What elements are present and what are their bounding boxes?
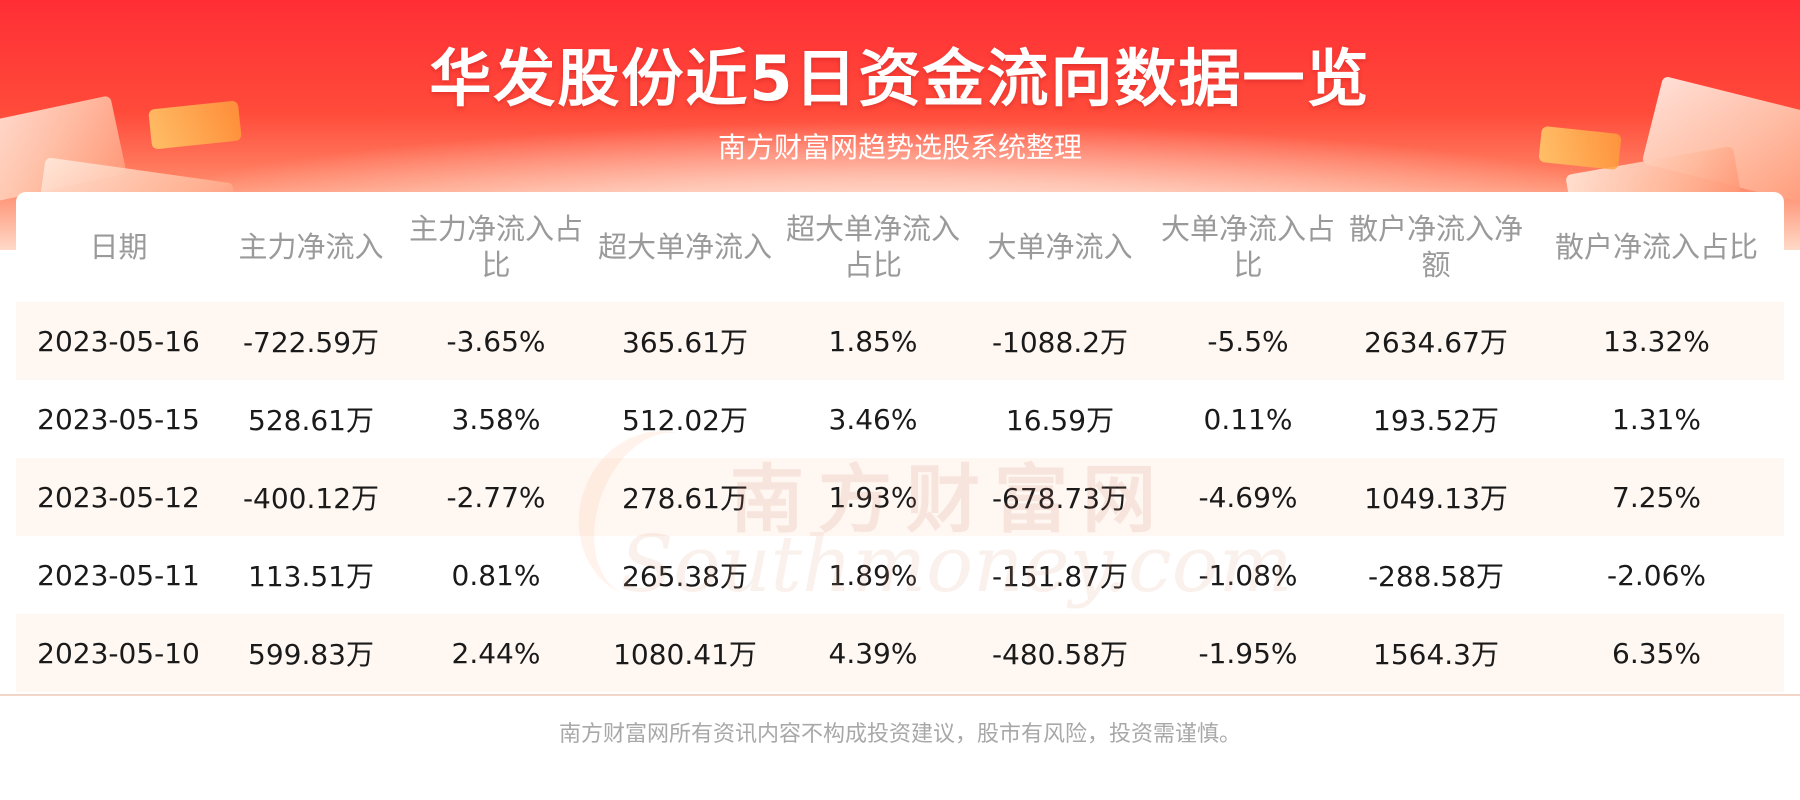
table-cell: 16.59万 (967, 380, 1153, 458)
table-cell: 2023-05-16 (16, 302, 221, 380)
table-cell: 0.11% (1153, 380, 1343, 458)
table-cell: 278.61万 (591, 458, 779, 536)
table-row: 2023-05-11 113.51万 0.81% 265.38万 1.89% -151.8… (16, 536, 1784, 614)
table-cell: 1.89% (779, 536, 967, 614)
table-cell: 7.25% (1529, 458, 1784, 536)
column-header: 散户净流入净额 (1349, 212, 1524, 282)
column-header: 大单净流入占比 (1160, 212, 1335, 282)
table-cell: 2.44% (401, 614, 591, 692)
table-cell: 2634.67万 (1343, 302, 1529, 380)
table-cell: -480.58万 (967, 614, 1153, 692)
table-cell: -1.95% (1153, 614, 1343, 692)
column-header: 日期 (89, 230, 148, 264)
table-cell: 1.31% (1529, 380, 1784, 458)
table-cell: 113.51万 (221, 536, 401, 614)
table-cell: 512.02万 (591, 380, 779, 458)
table-cell: 4.39% (779, 614, 967, 692)
page-title: 华发股份近5日资金流向数据一览 (429, 42, 1371, 115)
table-cell: 2023-05-11 (16, 536, 221, 614)
table-cell: -722.59万 (221, 302, 401, 380)
table-cell: -5.5% (1153, 302, 1343, 380)
table-cell: 193.52万 (1343, 380, 1529, 458)
table-row: 2023-05-10 599.83万 2.44% 1080.41万 4.39% -480.… (16, 614, 1784, 692)
table-cell: 2023-05-10 (16, 614, 221, 692)
table-cell: -1088.2万 (967, 302, 1153, 380)
table-cell: 13.32% (1529, 302, 1784, 380)
capital-flow-table: 日期 主力净流入 主力净流入占比 超大单净流入 超大单净流入占比 大单净流入 大单净流入占比… (16, 192, 1784, 692)
table-cell: 365.61万 (591, 302, 779, 380)
table-cell: 599.83万 (221, 614, 401, 692)
table-cell: -2.06% (1529, 536, 1784, 614)
table-cell: 2023-05-15 (16, 380, 221, 458)
table-body: 2023-05-16 -722.59万 -3.65% 365.61万 1.85% -108… (16, 302, 1784, 692)
table-cell: 1080.41万 (591, 614, 779, 692)
table-cell: 6.35% (1529, 614, 1784, 692)
column-header: 散户净流入占比 (1554, 230, 1758, 264)
table-cell: -678.73万 (967, 458, 1153, 536)
page-subtitle: 南方财富网趋势选股系统整理 (717, 131, 1082, 164)
table-cell: -4.69% (1153, 458, 1343, 536)
table-cell: 1049.13万 (1343, 458, 1529, 536)
column-header: 大单净流入 (987, 230, 1133, 264)
table-cell: 1.85% (779, 302, 967, 380)
table-cell: 1564.3万 (1343, 614, 1529, 692)
table-row: 2023-05-16 -722.59万 -3.65% 365.61万 1.85% -108… (16, 302, 1784, 380)
column-header: 主力净流入占比 (408, 212, 583, 282)
table-row: 2023-05-15 528.61万 3.58% 512.02万 3.46% 16.59万… (16, 380, 1784, 458)
column-header: 超大单净流入占比 (785, 212, 960, 282)
table-cell: 0.81% (401, 536, 591, 614)
table-cell: 3.46% (779, 380, 967, 458)
table-cell: -3.65% (401, 302, 591, 380)
table-row: 2023-05-12 -400.12万 -2.77% 278.61万 1.93% -678… (16, 458, 1784, 536)
divider (0, 694, 1800, 696)
table-header-row: 日期 主力净流入 主力净流入占比 超大单净流入 超大单净流入占比 大单净流入 大单净流入占比… (16, 192, 1784, 302)
table-cell: -2.77% (401, 458, 591, 536)
table-cell: 265.38万 (591, 536, 779, 614)
column-header: 主力净流入 (238, 230, 384, 264)
table-cell: -151.87万 (967, 536, 1153, 614)
table-cell: -288.58万 (1343, 536, 1529, 614)
table-cell: -400.12万 (221, 458, 401, 536)
table-cell: -1.08% (1153, 536, 1343, 614)
table-cell: 1.93% (779, 458, 967, 536)
table-cell: 2023-05-12 (16, 458, 221, 536)
table-cell: 3.58% (401, 380, 591, 458)
disclaimer-text: 南方财富网所有资讯内容不构成投资建议，股市有风险，投资需谨慎。 (558, 722, 1241, 747)
data-table-card: 日期 主力净流入 主力净流入占比 超大单净流入 超大单净流入占比 大单净流入 大单净流入占比… (16, 192, 1784, 694)
table-cell: 528.61万 (221, 380, 401, 458)
column-header: 超大单净流入 (597, 230, 772, 264)
